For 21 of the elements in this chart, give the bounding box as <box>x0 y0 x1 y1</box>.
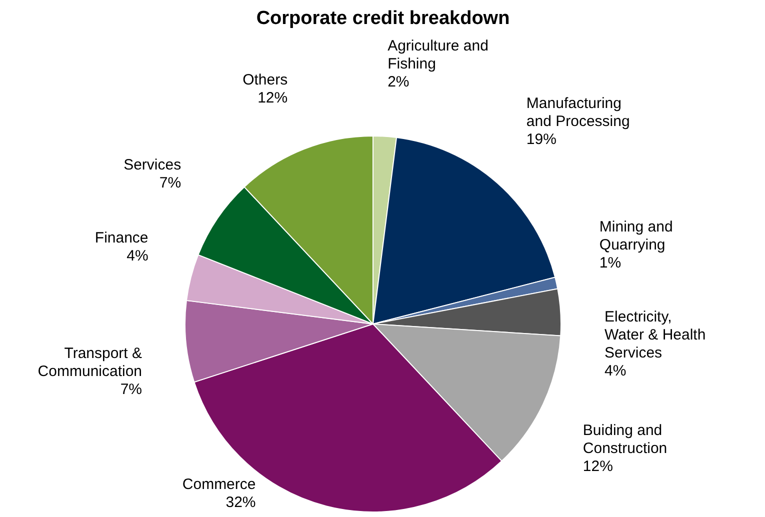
slice-label: Commerce <box>182 476 256 493</box>
data-label: 32% <box>226 494 256 511</box>
slice-label: Manufacturing and Processing <box>526 94 630 130</box>
data-label: 12% <box>258 89 288 106</box>
slice-label: Electricity, Water & Health Services <box>604 308 706 362</box>
slice-label: Mining and Quarrying <box>599 218 673 254</box>
data-label: 12% <box>582 458 613 475</box>
slice-label: Finance <box>94 229 148 246</box>
slice-label: Services <box>124 156 182 174</box>
data-label: 4% <box>604 362 626 380</box>
chart-title: Corporate credit breakdown <box>256 8 510 29</box>
slice-label: Transport & Communication <box>38 344 142 380</box>
data-label: 19% <box>526 130 556 148</box>
data-label: 7% <box>159 174 182 192</box>
slice-label: Others <box>242 71 288 88</box>
data-label: 4% <box>126 247 148 264</box>
data-label: 1% <box>599 254 622 272</box>
slice-label: Buiding and Construction <box>582 422 668 457</box>
slice-label: Agriculture and Fishing <box>388 37 488 72</box>
data-label: 2% <box>388 73 410 90</box>
data-label: 7% <box>120 380 142 398</box>
